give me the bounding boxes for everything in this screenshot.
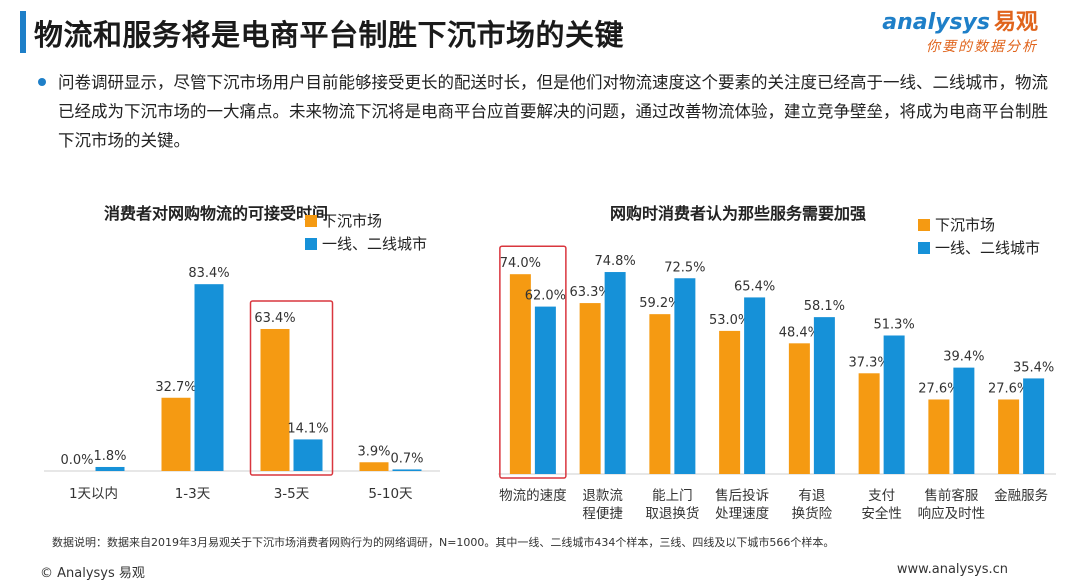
chart1-value-label: 63.4% — [254, 311, 295, 326]
chart2-bar — [534, 306, 556, 474]
chart2-bar — [953, 367, 975, 474]
chart2-bar — [719, 330, 741, 474]
chart2-category-label: 售前客服 — [924, 487, 978, 504]
chart2-bar — [883, 335, 905, 474]
analysys-logo: analysys 易观 你要的数据分析 — [882, 4, 1038, 56]
chart1-legend-swatch — [305, 215, 317, 227]
chart2-value-label: 48.4% — [779, 325, 820, 340]
chart2-legend-label: 一线、二线城市 — [935, 239, 1040, 257]
chart2-highlight-box — [499, 245, 567, 479]
chart2-category-label: 售后投诉 — [715, 488, 769, 504]
chart1-bar — [359, 462, 389, 471]
chart2-category-label: 支付 — [868, 488, 895, 504]
chart1-value-label: 1.8% — [93, 449, 126, 464]
chart2-category-label: 取退换货 — [645, 505, 699, 522]
chart1-bar — [293, 439, 323, 471]
chart1-value-label: 83.4% — [188, 266, 229, 281]
logo-wordmark: analysys 易观 — [882, 4, 1038, 36]
chart2-legend-swatch — [918, 242, 930, 254]
chart1-legend-swatch — [305, 238, 317, 250]
chart2-bar — [579, 303, 601, 474]
chart2-value-label: 39.4% — [943, 350, 984, 365]
logo-slogan: 你要的数据分析 — [926, 39, 1038, 55]
chart1-value-label: 0.7% — [390, 451, 423, 466]
chart2-value-label: 51.3% — [873, 317, 914, 332]
chart2-category-label: 处理速度 — [715, 506, 769, 522]
chart2-bar — [649, 314, 671, 474]
chart2-bar — [998, 399, 1020, 474]
data-note: 数据说明：数据来自2019年3月易观关于下沉市场消费者网购行为的网络调研，N=1… — [52, 536, 835, 549]
chart2-category-label: 退款流 — [582, 488, 623, 504]
chart2-bar — [509, 274, 531, 474]
chart2-category-label: 换货险 — [792, 505, 833, 522]
chart2-value-label: 65.4% — [734, 279, 775, 294]
chart1-legend-label: 下沉市场 — [322, 212, 382, 230]
chart2-bar — [1023, 378, 1045, 474]
chart1-legend-label: 一线、二线城市 — [322, 235, 427, 253]
summary-text: 问卷调研显示，尽管下沉市场用户目前能够接受更长的配送时长，但是他们对物流速度这个… — [58, 73, 1048, 150]
chart2-category-label: 响应及时性 — [918, 505, 986, 522]
chart1-value-label: 14.1% — [287, 421, 328, 436]
chart2-legend-swatch — [918, 219, 930, 231]
chart1-bar — [194, 284, 224, 471]
bullet-dot-icon — [38, 78, 46, 86]
chart1-category-label: 3-5天 — [274, 486, 310, 502]
chart1-bar — [392, 469, 422, 471]
title-accent-bar — [20, 11, 26, 53]
chart2-value-label: 72.5% — [664, 260, 705, 275]
chart2-bar — [928, 399, 950, 474]
footer-copyright: © Analysys 易观 — [40, 566, 145, 581]
chart1-category-label: 1-3天 — [175, 486, 211, 502]
chart2-value-label: 63.3% — [569, 285, 610, 300]
chart2-value-label: 74.0% — [500, 256, 541, 271]
chart2-bar — [604, 272, 626, 474]
chart2-value-label: 53.0% — [709, 313, 750, 328]
logo-a-icon: a — [882, 10, 898, 35]
chart1-bar — [95, 466, 125, 471]
chart1-bar — [260, 328, 290, 471]
chart2-bar — [744, 297, 766, 474]
chart2-value-label: 59.2% — [639, 296, 680, 311]
chart1-value-label: 3.9% — [357, 444, 390, 459]
chart1-highlight-box — [249, 300, 334, 476]
chart2-category-label: 程便捷 — [582, 506, 623, 522]
chart2-value-label: 27.6% — [918, 381, 959, 396]
chart1-title: 消费者对网购物流的可接受时间 — [104, 204, 329, 223]
logo-text: nalysys — [897, 10, 990, 35]
chart2-bar — [813, 317, 835, 474]
chart2-category-label: 安全性 — [861, 505, 902, 522]
chart2-bar — [858, 373, 880, 474]
chart1-value-label: 32.7% — [155, 380, 196, 395]
chart2-value-label: 62.0% — [525, 289, 566, 304]
logo-cn: 易观 — [993, 10, 1038, 35]
chart2-bar — [674, 278, 696, 474]
chart2-bar — [788, 343, 810, 474]
chart2-legend-label: 下沉市场 — [935, 216, 995, 234]
chart2-category-label: 有退 — [798, 488, 826, 504]
page-title: 物流和服务将是电商平台制胜下沉市场的关键 — [34, 18, 625, 52]
chart2-value-label: 35.4% — [1013, 360, 1054, 375]
chart2-value-label: 74.8% — [594, 254, 635, 269]
chart2-category-label: 金融服务 — [994, 488, 1048, 504]
chart2-value-label: 27.6% — [988, 381, 1029, 396]
chart1-value-label: 0.0% — [60, 453, 93, 468]
chart2-category-label: 能上门 — [652, 488, 693, 504]
chart2-value-label: 58.1% — [804, 299, 845, 314]
chart1-category-label: 5-10天 — [368, 486, 413, 502]
chart2-category-label: 物流的速度 — [499, 488, 567, 504]
chart2-value-label: 37.3% — [848, 355, 889, 370]
chart2-title: 网购时消费者认为那些服务需要加强 — [610, 204, 867, 223]
chart1-bar — [161, 397, 191, 471]
chart1-category-label: 1天以内 — [69, 486, 118, 502]
footer-website: www.analysys.cn — [896, 562, 1008, 577]
